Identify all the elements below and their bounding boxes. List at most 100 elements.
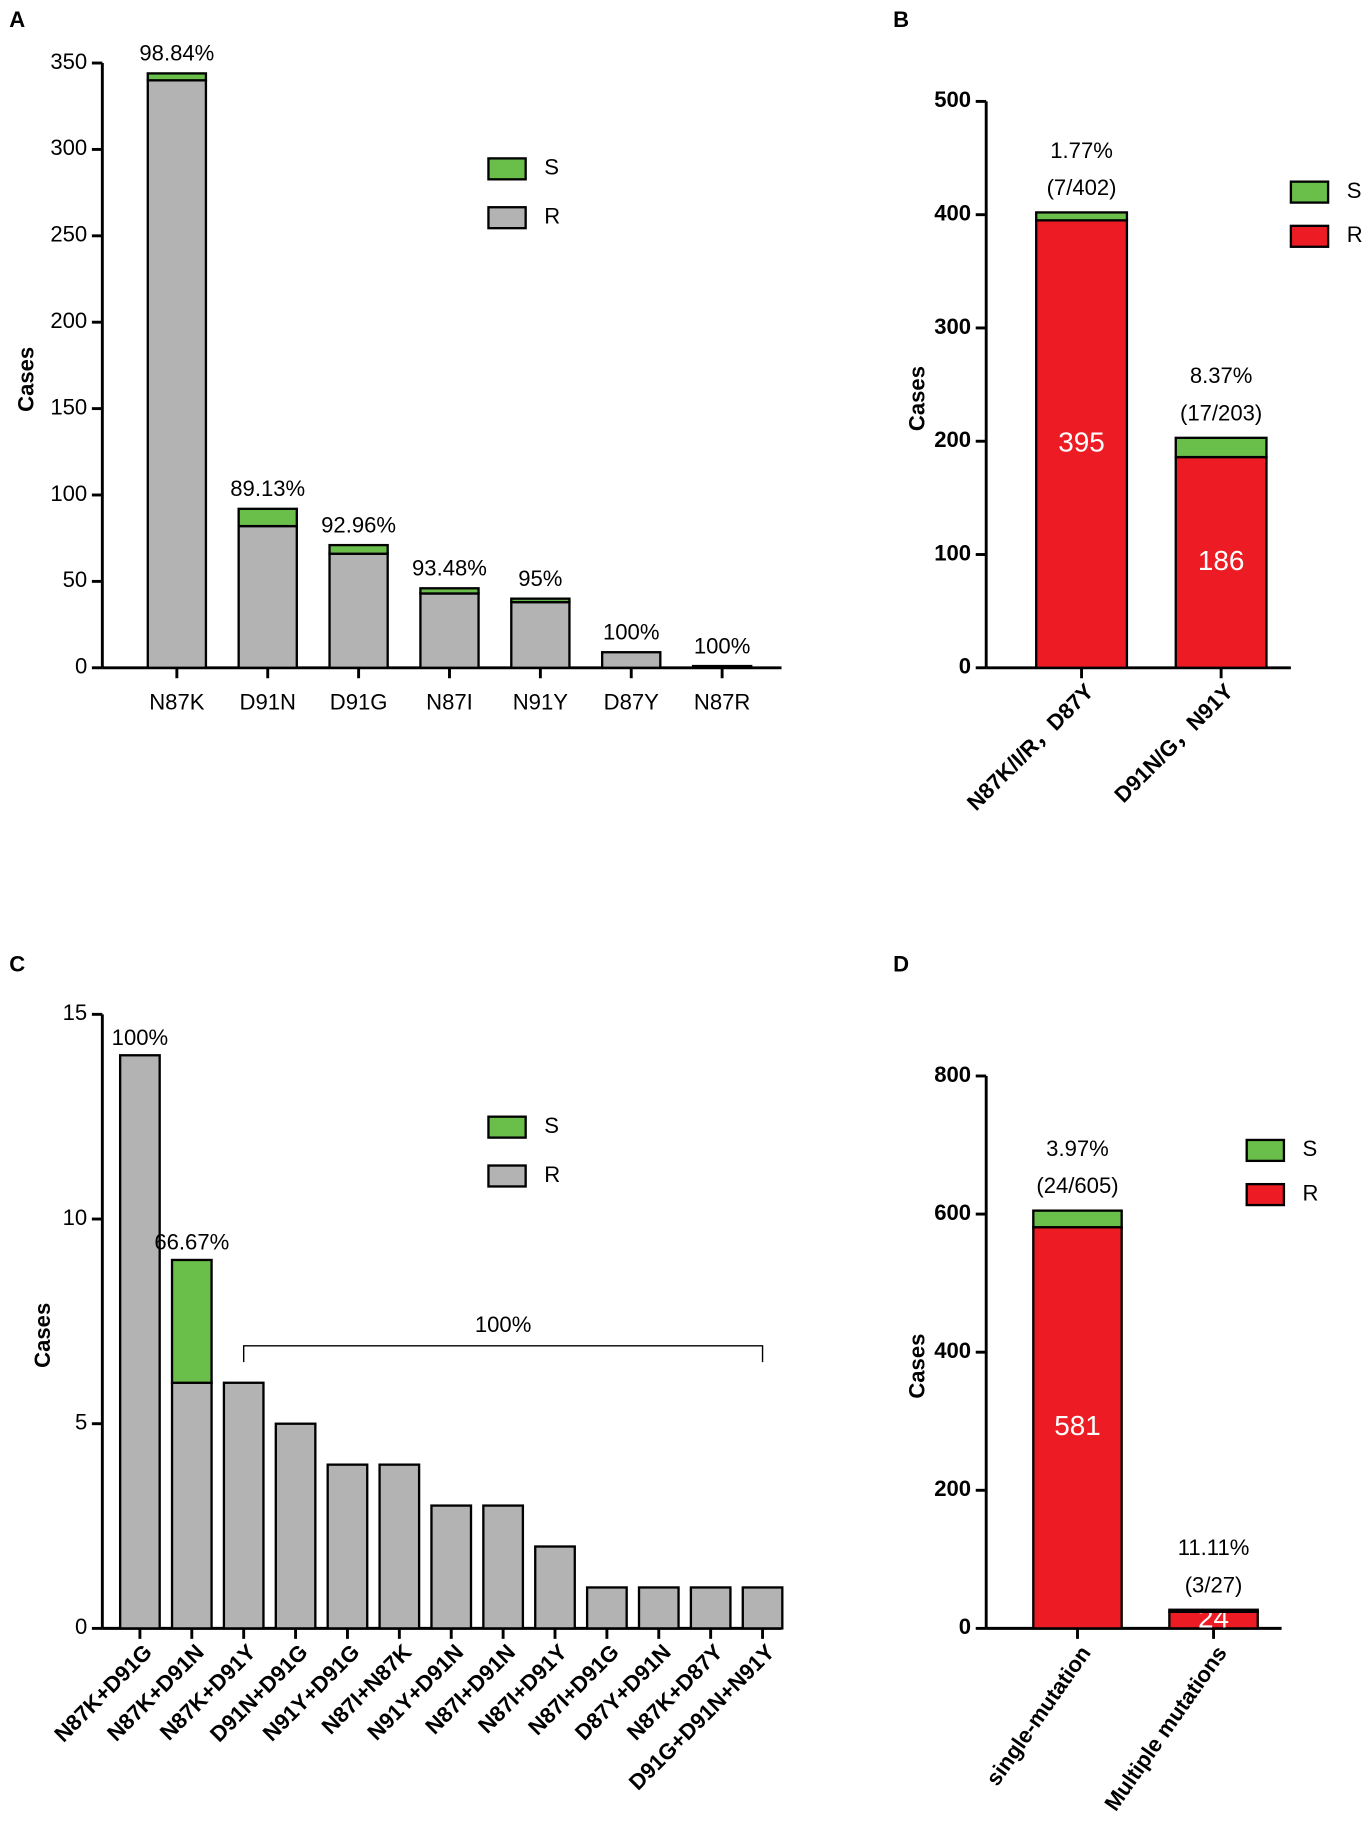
legend-swatch <box>487 1115 527 1139</box>
bar-segment <box>691 664 753 669</box>
legend-label: S <box>544 155 559 180</box>
annotation: (17/203) <box>1180 400 1262 425</box>
bar-segment <box>1174 455 1268 669</box>
y-tick-label: 400 <box>934 1338 971 1363</box>
y-axis-title: Cases <box>905 366 930 431</box>
x-tick-label: N87K <box>149 690 205 715</box>
y-tick-label: 100 <box>934 540 971 565</box>
bar-segment <box>419 587 480 595</box>
legend-label: R <box>1347 222 1363 247</box>
annotation: 89.13% <box>230 476 305 501</box>
annotation: 98.84% <box>139 41 214 66</box>
y-tick-label: 250 <box>50 222 87 247</box>
annotation: (7/402) <box>1047 175 1117 200</box>
x-tick-label: N91Y <box>513 690 569 715</box>
legend-label: R <box>544 204 560 229</box>
legend-swatch <box>1245 1182 1286 1207</box>
bracket-label: 100% <box>475 1312 531 1337</box>
bar-segment <box>1032 1209 1123 1229</box>
annotation: 100% <box>694 633 750 658</box>
bar-segment <box>741 1586 784 1630</box>
bar-segment <box>237 507 298 528</box>
bar-segment <box>585 1586 628 1630</box>
value-label: 395 <box>1058 426 1105 457</box>
bar-segment <box>637 1586 680 1630</box>
legend-label: R <box>1303 1180 1319 1205</box>
y-tick-label: 200 <box>934 427 971 452</box>
bar-segment <box>419 592 480 669</box>
annotation: 11.11% <box>1178 1535 1250 1560</box>
bar-segment <box>326 1463 369 1630</box>
x-tick-label: N87K/I/R，D87Y <box>962 679 1099 816</box>
y-tick-label: 200 <box>934 1476 971 1501</box>
value-label: 24 <box>1198 1602 1229 1633</box>
bar-segment <box>146 72 208 82</box>
annotation: 66.67% <box>154 1230 229 1255</box>
legend-swatch <box>487 157 527 181</box>
x-tick-label: D91G <box>330 690 388 715</box>
y-tick-label: 100 <box>50 481 87 506</box>
y-axis-title: Cases <box>14 347 39 412</box>
bar-segment <box>1035 219 1129 669</box>
panel-letter: C <box>9 951 25 976</box>
annotation: 100% <box>603 619 659 644</box>
y-tick-label: 0 <box>75 1614 87 1639</box>
legend-label: R <box>544 1162 560 1187</box>
bar-segment <box>482 1504 525 1630</box>
bar-segment <box>510 600 571 669</box>
y-tick-label: 10 <box>63 1205 88 1230</box>
legend-swatch <box>1289 224 1330 248</box>
annotation: 93.48% <box>412 556 487 581</box>
x-tick-label: N87R <box>694 690 750 715</box>
bar-segment <box>1032 1226 1123 1630</box>
bar-segment <box>510 597 571 604</box>
y-tick-label: 0 <box>959 1614 971 1639</box>
bar-segment <box>274 1422 317 1630</box>
y-tick-label: 5 <box>75 1410 87 1435</box>
legend-swatch <box>487 206 527 230</box>
bracket <box>242 1345 764 1363</box>
panel-letter: B <box>893 7 909 32</box>
y-tick-label: 500 <box>934 87 971 112</box>
y-tick-label: 800 <box>934 1062 971 1087</box>
x-tick-label: single-mutation <box>981 1641 1096 1790</box>
bar-segment <box>689 1586 732 1630</box>
x-tick-label: N87I <box>426 690 473 715</box>
y-tick-label: 0 <box>959 654 971 679</box>
bar-segment <box>237 524 298 669</box>
legend-label: S <box>544 1113 559 1138</box>
annotation: 92.96% <box>321 512 396 537</box>
y-tick-label: 50 <box>63 567 88 592</box>
bar-segment <box>118 1054 161 1630</box>
y-tick-label: 400 <box>934 201 971 226</box>
y-tick-label: 15 <box>63 1000 88 1025</box>
annotation: 95% <box>518 566 562 591</box>
y-tick-label: 300 <box>50 135 87 160</box>
y-axis-title: Cases <box>30 1303 55 1368</box>
legend-swatch <box>487 1164 527 1188</box>
y-tick-label: 200 <box>50 308 87 333</box>
x-tick-label: Multiple mutations <box>1099 1641 1231 1815</box>
bar-segment <box>1035 211 1129 222</box>
annotation: 3.97% <box>1046 1136 1109 1161</box>
legend-swatch <box>1289 180 1330 204</box>
y-tick-label: 150 <box>50 394 87 419</box>
annotation: 8.37% <box>1190 363 1253 388</box>
bar-segment <box>170 1381 213 1630</box>
bar-segment <box>146 79 208 669</box>
panel-letter: D <box>893 951 909 976</box>
panel-letter: A <box>9 7 25 32</box>
y-tick-label: 600 <box>934 1200 971 1225</box>
annotation: (24/605) <box>1036 1173 1118 1198</box>
bar-segment <box>1168 1608 1259 1613</box>
y-tick-label: 300 <box>934 314 971 339</box>
x-tick-label: D91N/G，N91Y <box>1109 678 1238 807</box>
bar-segment <box>1174 436 1268 459</box>
annotation: (3/27) <box>1185 1572 1243 1597</box>
y-tick-label: 0 <box>75 654 87 679</box>
legend-swatch <box>1245 1138 1286 1163</box>
bar-segment <box>378 1463 421 1630</box>
value-label: 581 <box>1054 1410 1101 1441</box>
bar-segment <box>170 1258 213 1384</box>
